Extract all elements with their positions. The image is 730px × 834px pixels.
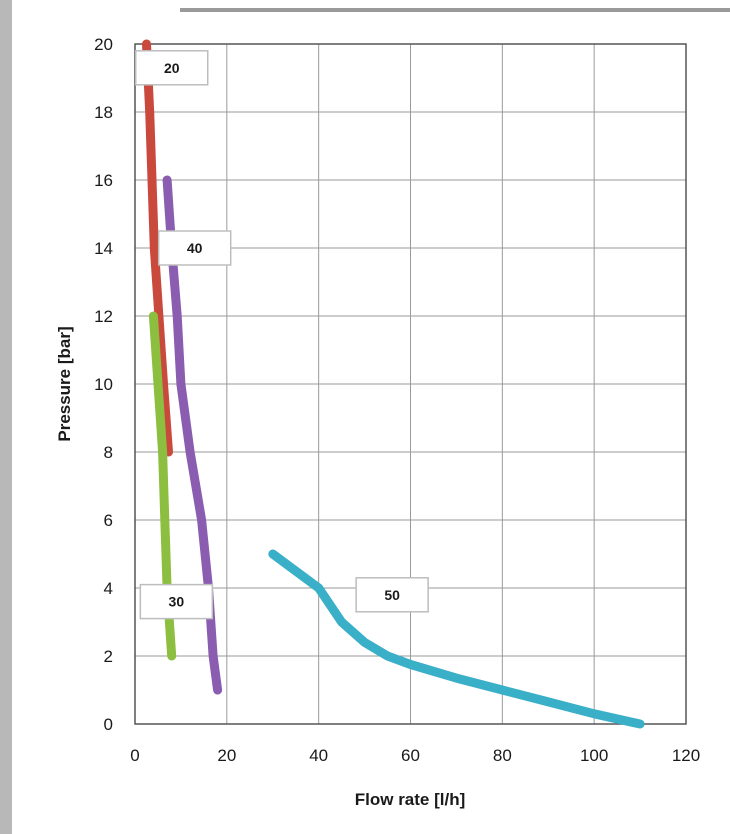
series-50-point bbox=[295, 570, 297, 572]
y-tick-label: 12 bbox=[94, 307, 113, 326]
y-tick-label: 10 bbox=[94, 375, 113, 394]
series-label-text: 20 bbox=[164, 60, 180, 76]
label-box-frame bbox=[134, 50, 209, 86]
x-tick-label: 100 bbox=[580, 746, 608, 765]
series-50-point bbox=[272, 553, 274, 555]
label-box-frame bbox=[139, 583, 214, 620]
series-50-point bbox=[387, 655, 389, 657]
series-30-point bbox=[164, 519, 166, 521]
series-50-point bbox=[593, 713, 595, 715]
series-40-point bbox=[201, 519, 203, 521]
y-tick-label: 0 bbox=[104, 715, 113, 734]
series-50-point bbox=[547, 701, 549, 703]
series-line-20 bbox=[142, 39, 173, 457]
series-40-point bbox=[176, 315, 178, 317]
series-label-text: 30 bbox=[169, 594, 185, 610]
y-axis-title: Pressure [bar] bbox=[55, 326, 74, 441]
series-30-point bbox=[152, 315, 154, 317]
annotation-layer: 20 40 30 50 bbox=[134, 50, 429, 620]
series-50-point bbox=[410, 664, 411, 665]
series-line-50 bbox=[268, 549, 645, 729]
series-40-point bbox=[166, 179, 168, 181]
series-label-box-30: 30 bbox=[139, 583, 214, 620]
series-20-point bbox=[168, 451, 170, 453]
plot-area-border bbox=[134, 43, 687, 725]
series-50-point bbox=[455, 677, 457, 679]
label-box-frame bbox=[157, 230, 232, 266]
y-tick-label: 18 bbox=[94, 103, 113, 122]
series-20-point bbox=[153, 247, 155, 249]
series-50-point bbox=[501, 689, 503, 691]
series-label-box-50: 50 bbox=[355, 577, 429, 613]
series-50-point bbox=[318, 587, 320, 589]
series-20-point bbox=[158, 315, 160, 317]
y-tick-label: 20 bbox=[94, 35, 113, 54]
label-box-frame bbox=[355, 577, 429, 613]
y-tick-label: 14 bbox=[94, 239, 113, 258]
series-20-point bbox=[149, 111, 151, 113]
y-tick-label: 6 bbox=[104, 511, 113, 530]
y-tick-label: 4 bbox=[104, 579, 113, 598]
series-50-point bbox=[364, 641, 366, 643]
series-30-point bbox=[157, 383, 159, 385]
series-label-text: 50 bbox=[384, 587, 400, 603]
x-tick-label: 20 bbox=[217, 746, 236, 765]
tick-labels: 0 20 40 60 80 100 120 0 2 4 6 8 10 12 14 16 18 20 bbox=[94, 35, 700, 765]
series-40-point bbox=[180, 383, 182, 385]
x-tick-label: 60 bbox=[401, 746, 420, 765]
series-40-point bbox=[212, 655, 214, 657]
series-20-point bbox=[145, 43, 147, 45]
series-20-point bbox=[162, 383, 164, 385]
series-50-point bbox=[639, 723, 641, 725]
series-40-point bbox=[217, 689, 219, 691]
series-40-point bbox=[189, 451, 191, 453]
series-label-box-20: 20 bbox=[134, 50, 209, 86]
series-label-box-40: 40 bbox=[157, 230, 232, 266]
series-30-point bbox=[171, 655, 173, 657]
series-layer bbox=[142, 39, 645, 729]
series-label-text: 40 bbox=[187, 240, 203, 256]
y-tick-label: 8 bbox=[104, 443, 113, 462]
left-frame-edge bbox=[0, 0, 12, 834]
y-tick-label: 16 bbox=[94, 171, 113, 190]
top-frame-edge bbox=[180, 8, 730, 12]
x-tick-label: 120 bbox=[672, 746, 700, 765]
x-tick-label: 40 bbox=[309, 746, 328, 765]
x-axis-title: Flow rate [l/h] bbox=[355, 790, 466, 809]
series-30-point bbox=[162, 451, 164, 453]
y-tick-label: 2 bbox=[104, 647, 113, 666]
x-tick-label: 0 bbox=[130, 746, 139, 765]
x-tick-label: 80 bbox=[493, 746, 512, 765]
series-50-point bbox=[341, 621, 343, 623]
